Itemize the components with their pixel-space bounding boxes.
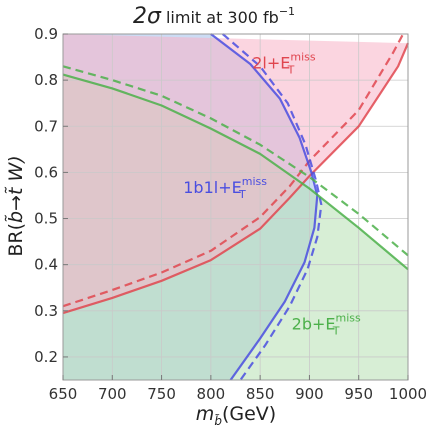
y-tick-label: 0.6 bbox=[34, 163, 58, 181]
series-line-solid bbox=[62, 73, 409, 271]
x-label-unit: (GeV) bbox=[222, 403, 276, 425]
series-line-dashed bbox=[62, 33, 405, 308]
title-main: limit at 300 fb bbox=[161, 8, 279, 27]
x-tick-label: 850 bbox=[246, 385, 275, 403]
series-line-dashed bbox=[62, 65, 409, 257]
y-label-post: W) bbox=[5, 155, 27, 187]
y-label-b: b̃ bbox=[5, 211, 27, 223]
y-axis-label: BR(b̃→t̃ W) bbox=[5, 155, 27, 256]
series-label-1b1l: 1b1l+Emiss T bbox=[183, 175, 267, 201]
y-tick-label: 0.3 bbox=[34, 302, 58, 320]
x-label-m: m bbox=[196, 403, 215, 425]
axis-ticks: 650 700 750 800 850 900 950 1000 0.2 0.3 0.4 0.5 0.6… bbox=[34, 25, 427, 403]
series-labels: 2l+Emiss T 1b1l+Emiss T 2b+Emiss T bbox=[183, 51, 361, 338]
y-tick-label: 0.7 bbox=[34, 117, 58, 135]
y-tick-label: 0.2 bbox=[34, 348, 58, 366]
chart-title: 2σ limit at 300 fb−1 bbox=[133, 4, 295, 29]
x-tick-label: 900 bbox=[295, 385, 324, 403]
y-tick-label: 0.9 bbox=[34, 25, 58, 43]
plot-frame bbox=[62, 33, 409, 381]
y-label-t: t̃ bbox=[5, 186, 27, 195]
title-superscript: −1 bbox=[279, 5, 295, 18]
title-sigma: σ bbox=[147, 4, 162, 29]
series-curves bbox=[62, 33, 410, 381]
series-line-dashed bbox=[221, 33, 323, 381]
region-2l bbox=[63, 34, 408, 314]
x-tick-label: 650 bbox=[49, 385, 78, 403]
x-tick-label: 800 bbox=[197, 385, 226, 403]
shaded-regions bbox=[63, 34, 408, 380]
x-tick-label: 750 bbox=[147, 385, 176, 403]
y-tick-label: 0.4 bbox=[34, 256, 58, 274]
y-label-pre: BR( bbox=[5, 223, 27, 257]
y-tick-label: 0.5 bbox=[34, 210, 58, 228]
x-tick-label: 950 bbox=[344, 385, 373, 403]
series-label-2b: 2b+Emiss T bbox=[292, 311, 361, 337]
x-label-sub: b̃ bbox=[214, 414, 222, 428]
x-tick-label: 700 bbox=[98, 385, 127, 403]
y-tick-label: 0.8 bbox=[34, 71, 58, 89]
y-label-arrow: → bbox=[5, 195, 27, 211]
series-label-2l: 2l+Emiss T bbox=[252, 51, 316, 77]
x-tick-label: 1000 bbox=[389, 385, 427, 403]
series-line-solid bbox=[62, 42, 410, 315]
title-prefix: 2 bbox=[133, 4, 147, 29]
x-axis-label: mb̃(GeV) bbox=[196, 403, 276, 428]
